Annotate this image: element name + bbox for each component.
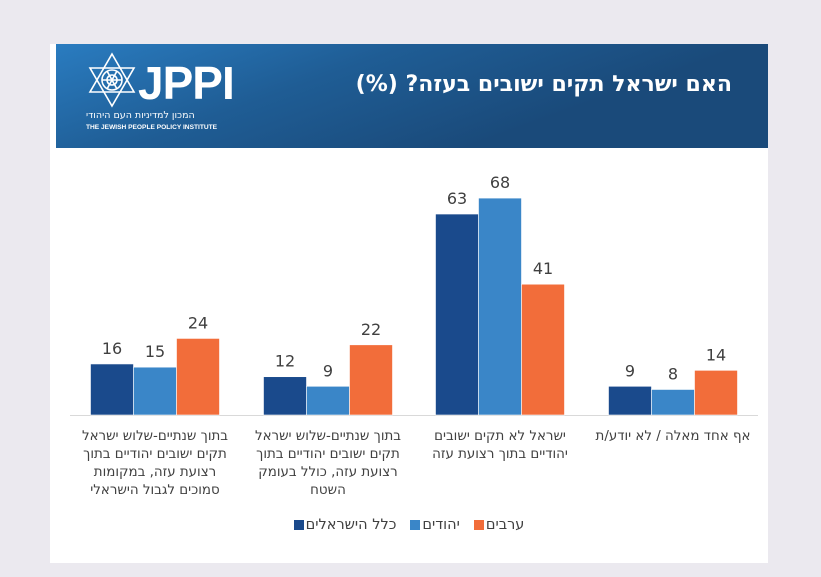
legend-label: ערבים [485,517,525,533]
category-label-line: רצועת עזה, כולל בעומק [258,465,398,480]
data-label: 63 [447,189,467,208]
header-banner: JPPI המכון למדיניות העם היהודי THE JEWIS… [56,44,768,148]
category-label: בתוך שנתיים-שלוש ישראל תקים ישובים יהודיי… [244,428,412,500]
legend-swatch [473,520,484,530]
jppi-logo: JPPI המכון למדיניות העם היהודי THE JEWIS… [86,52,256,142]
data-label: 15 [145,342,165,361]
bar [651,389,695,416]
bar [435,213,479,416]
bar [349,344,393,416]
legend-label: כלל הישראלים [305,517,397,533]
data-label: 9 [323,361,333,380]
legend-item: יהודים [410,517,460,533]
category-label-line: תקים ישובים יהודיים בתוך [83,447,227,462]
category-label-line: השטח [310,483,346,498]
data-label: 24 [188,313,208,332]
category-label-line: ישראל לא תקים ישובים [434,429,566,444]
bar [521,283,565,416]
category-label-line: סמוכים לגבול הישראלי [90,483,220,498]
category-label-line: רצועת עזה, במקומות [93,465,217,480]
legend-label: יהודים [422,517,460,533]
data-label: 9 [625,361,635,380]
logo-hebrew-subtitle: המכון למדיניות העם היהודי [86,110,195,121]
bar-chart: 9 8 14 63 68 41 12 9 22 16 15 24 [70,173,758,416]
category-label-line: תקים ישובים יהודיים בתוך [256,447,400,462]
bar [263,376,307,416]
legend-swatch [410,520,421,530]
category-label-line: בתוך שנתיים-שלוש ישראל [254,429,402,444]
bar [133,366,177,416]
data-label: 8 [668,364,678,383]
bar [90,363,134,416]
bar [306,385,350,416]
legend-item: כלל הישראלים [293,517,397,533]
category-label: אף אחד מאלה / לא יודע/ת [589,428,757,446]
category-label-line: בתוך שנתיים-שלוש ישראל [81,429,229,444]
bar [478,197,522,416]
legend-item: ערבים [473,517,525,533]
category-label-line: אף אחד מאלה / לא יודע/ת [595,429,751,444]
category-label: בתוך שנתיים-שלוש ישראל תקים ישובים יהודיי… [71,428,239,500]
star-of-david-icon [88,52,136,108]
bar [176,338,220,416]
data-label: 68 [490,173,510,192]
chart-legend: ערבים יהודים כלל הישראלים [50,517,768,533]
logo-english-subtitle: THE JEWISH PEOPLE POLICY INSTITUTE [86,124,218,131]
data-label: 16 [102,339,122,358]
legend-swatch [293,520,304,530]
data-label: 41 [533,259,553,278]
category-label-line: יהודיים בתוך רצועת עזה [432,447,568,462]
chart-title: האם ישראל תקים ישובים בעזה? (%) [355,72,732,97]
data-label: 14 [706,345,726,364]
data-label: 22 [361,320,381,339]
chart-card: JPPI המכון למדיניות העם היהודי THE JEWIS… [50,44,768,563]
data-label: 12 [275,352,295,371]
bar [694,370,738,416]
bar [608,385,652,416]
logo-wordmark: JPPI [138,57,235,109]
category-label: ישראל לא תקים ישובים יהודיים בתוך רצועת ע… [416,428,584,464]
